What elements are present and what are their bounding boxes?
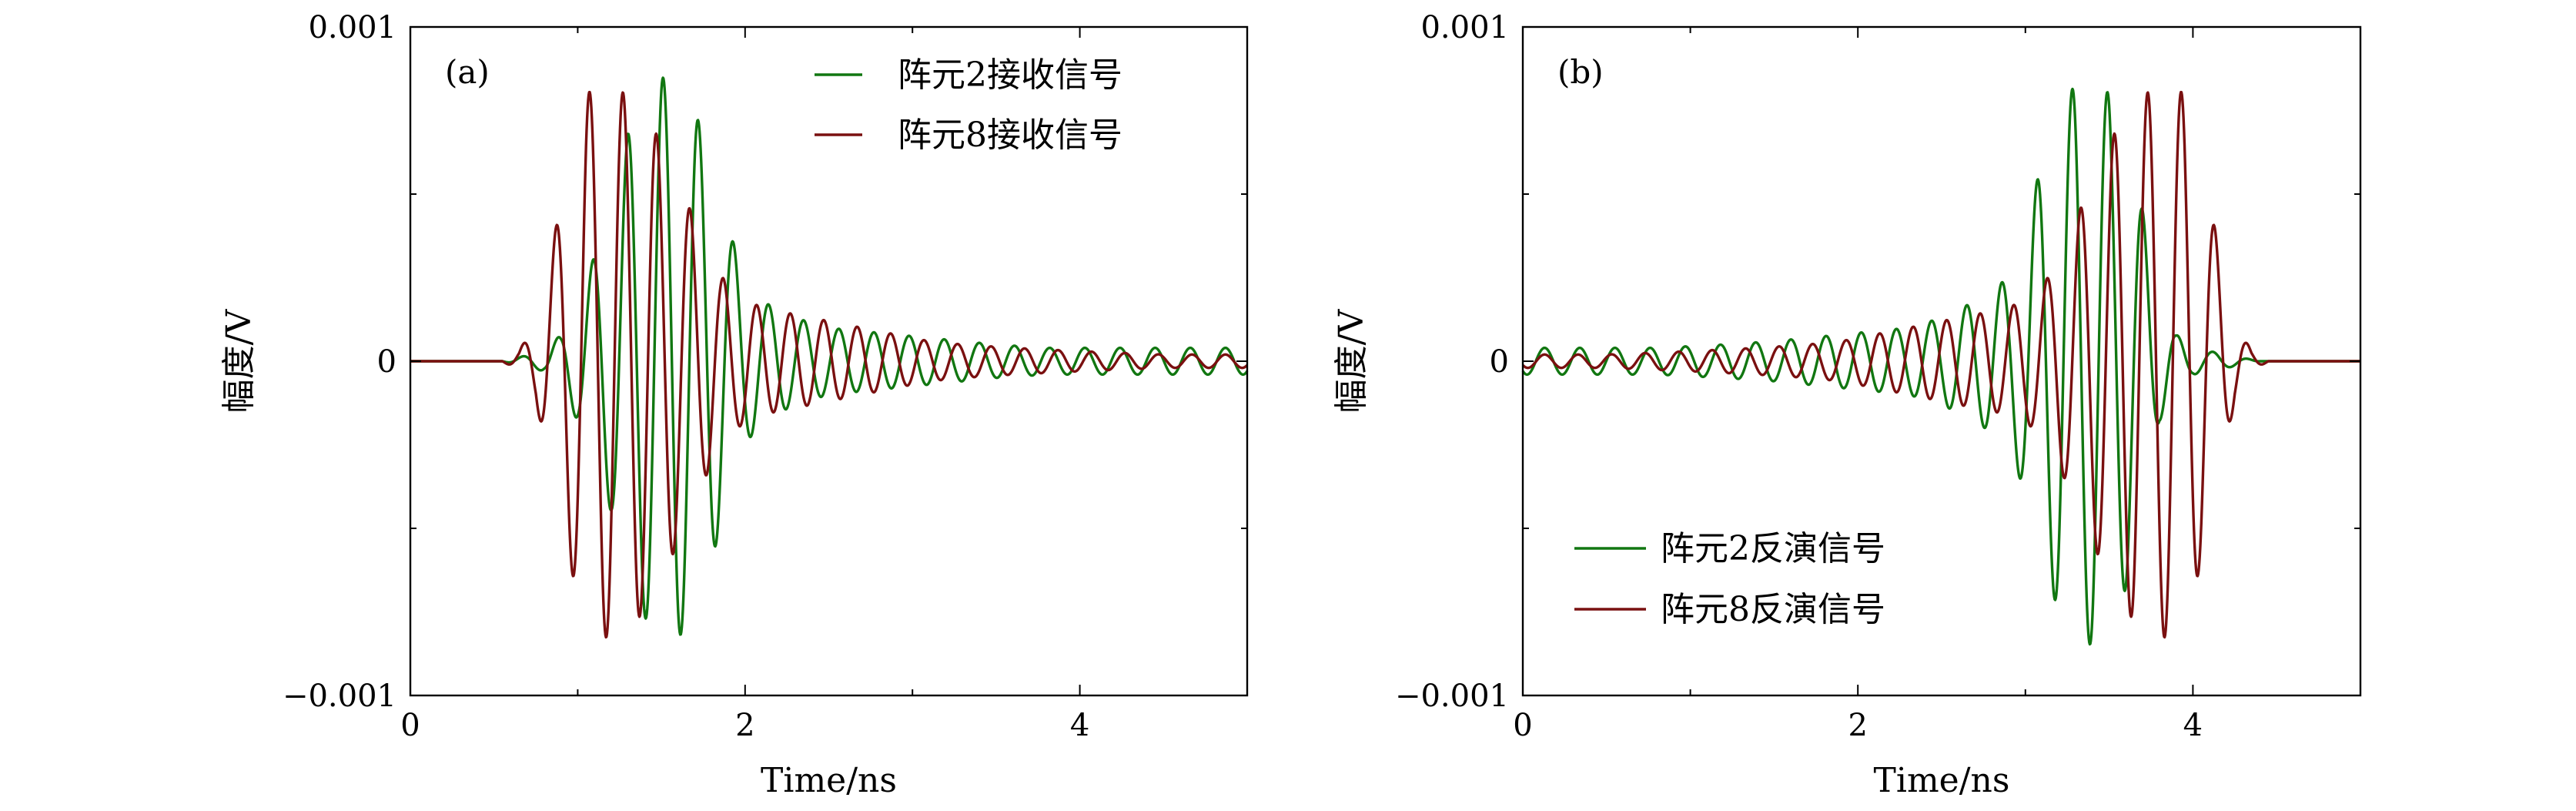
x-axis-label: Time/ns	[761, 761, 897, 800]
panel-label: (b)	[1557, 53, 1604, 91]
series-line-element8	[1521, 90, 2362, 639]
legend-label: 阵元2接收信号	[898, 55, 1122, 95]
x-tick-label: 2	[1848, 708, 1867, 743]
legend-label: 阵元2反演信号	[1661, 529, 1885, 568]
legend-label: 阵元8反演信号	[1661, 590, 1885, 629]
panel-label: (a)	[445, 53, 490, 91]
x-tick-label: 0	[400, 708, 420, 743]
y-tick-label: 0	[1490, 344, 1509, 380]
y-tick-label: −0.001	[1395, 679, 1509, 714]
y-tick-label: 0.001	[1420, 10, 1509, 45]
y-tick-label: 0	[377, 344, 396, 380]
x-tick-label: 2	[735, 708, 754, 743]
legend-label: 阵元8接收信号	[898, 116, 1122, 155]
x-tick-label: 4	[1070, 708, 1089, 743]
chart-panel-b: 0 2 4−0.00100.001Time/ns幅度/V(b)阵元2反演信号阵元8反…	[1332, 10, 2362, 800]
y-axis-label: 幅度/V	[219, 308, 259, 413]
y-tick-label: −0.001	[283, 679, 396, 714]
x-tick-label: 0	[1513, 708, 1532, 743]
x-axis-label: Time/ns	[1874, 761, 2010, 800]
y-tick-label: 0.001	[308, 10, 396, 45]
y-axis-label: 幅度/V	[1332, 308, 1371, 413]
series-line-element8	[409, 90, 1249, 639]
x-tick-label: 4	[2183, 708, 2203, 743]
series-line-element2	[1521, 87, 2362, 646]
